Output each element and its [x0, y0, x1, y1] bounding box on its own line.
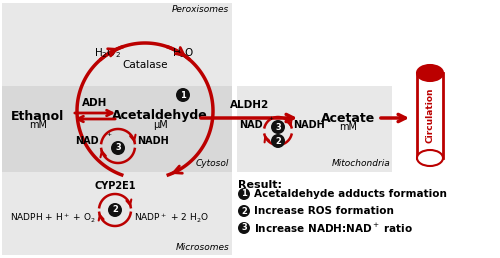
Circle shape — [238, 205, 250, 217]
Text: NADH: NADH — [137, 136, 169, 146]
Text: Catalase: Catalase — [122, 60, 168, 70]
Text: Mitochondria: Mitochondria — [331, 159, 390, 168]
Bar — [417, 73, 443, 158]
Text: 2: 2 — [275, 136, 281, 146]
Bar — [237, 86, 392, 172]
Text: 2: 2 — [112, 206, 118, 214]
Circle shape — [238, 222, 250, 234]
Text: Acetate: Acetate — [321, 111, 375, 125]
Bar — [2, 172, 232, 255]
Text: 3: 3 — [241, 223, 247, 232]
Text: NAD: NAD — [240, 120, 263, 130]
Text: H$_2$O$_2$: H$_2$O$_2$ — [94, 46, 120, 60]
Text: 1: 1 — [241, 189, 247, 198]
Text: H$_2$O: H$_2$O — [172, 46, 194, 60]
Text: Result:: Result: — [238, 180, 282, 190]
Text: NADP$^+$ + 2 H$_2$O: NADP$^+$ + 2 H$_2$O — [134, 211, 209, 225]
Circle shape — [271, 134, 285, 148]
Text: Increase ROS formation: Increase ROS formation — [254, 206, 394, 216]
Text: Ethanol: Ethanol — [12, 109, 64, 123]
Text: 3: 3 — [115, 143, 121, 152]
Text: NAD: NAD — [76, 136, 99, 146]
Circle shape — [271, 120, 285, 134]
Text: ALDH2: ALDH2 — [230, 100, 270, 110]
Bar — [2, 86, 232, 172]
Text: Microsomes: Microsomes — [176, 243, 229, 252]
Text: 2: 2 — [241, 206, 247, 215]
Text: 1: 1 — [180, 91, 186, 100]
Text: NADPH + H$^+$ + O$_2$: NADPH + H$^+$ + O$_2$ — [10, 211, 96, 225]
Text: μM: μM — [152, 120, 168, 130]
Text: Increase NADH:NAD$^+$ ratio: Increase NADH:NAD$^+$ ratio — [254, 221, 413, 235]
Text: mM: mM — [339, 122, 357, 132]
Text: Cytosol: Cytosol — [196, 159, 229, 168]
Text: Acetaldehyde adducts formation: Acetaldehyde adducts formation — [254, 189, 447, 199]
Text: mM: mM — [29, 120, 47, 130]
Text: NADH: NADH — [293, 120, 325, 130]
Text: CYP2E1: CYP2E1 — [94, 181, 136, 191]
Circle shape — [111, 141, 125, 155]
Text: ADH: ADH — [82, 98, 108, 108]
Text: Acetaldehyde: Acetaldehyde — [112, 109, 208, 123]
Text: $^+$: $^+$ — [105, 132, 112, 141]
Circle shape — [108, 203, 122, 217]
Circle shape — [238, 188, 250, 200]
Ellipse shape — [417, 150, 443, 166]
Ellipse shape — [417, 65, 443, 81]
Circle shape — [176, 88, 190, 102]
Bar — [2, 3, 232, 86]
Text: Peroxisomes: Peroxisomes — [172, 5, 229, 14]
Text: $^+$: $^+$ — [267, 116, 274, 125]
Text: Circulation: Circulation — [426, 88, 434, 143]
Text: 3: 3 — [275, 123, 281, 132]
